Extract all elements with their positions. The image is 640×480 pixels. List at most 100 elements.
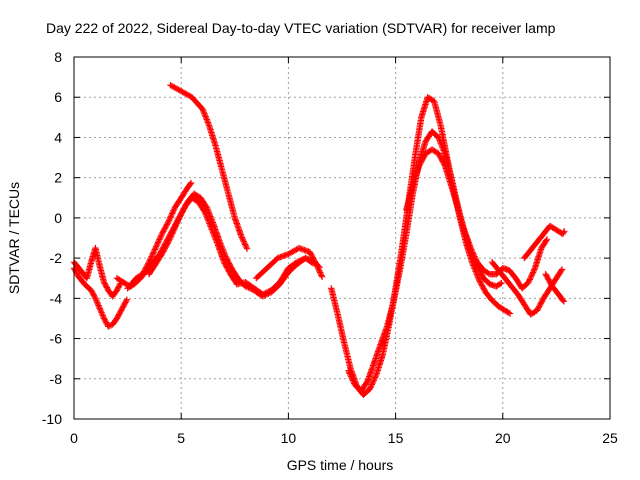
plus-marker [372, 372, 379, 380]
plus-marker [240, 238, 248, 245]
plus-marker [345, 367, 352, 374]
series-seg-i [345, 128, 505, 395]
plus-marker [153, 242, 160, 249]
plus-marker [97, 306, 104, 314]
plus-marker [238, 234, 246, 241]
plus-marker [169, 228, 177, 236]
plus-marker [527, 273, 535, 280]
plus-marker [98, 309, 105, 316]
plus-marker [106, 322, 113, 330]
plus-marker [94, 300, 102, 308]
y-tick-label: 0 [54, 210, 62, 226]
plus-marker [174, 219, 181, 226]
plus-marker [216, 238, 223, 246]
y-tick-label: -6 [50, 331, 63, 347]
plus-marker [438, 143, 446, 150]
plus-marker [167, 233, 175, 240]
plus-marker [439, 144, 446, 151]
plus-marker [560, 229, 567, 236]
plus-marker [167, 213, 175, 220]
plus-marker [435, 134, 442, 141]
plus-marker [467, 244, 474, 252]
plus-marker [201, 111, 209, 119]
plus-marker [187, 179, 195, 187]
plus-marker [169, 208, 177, 216]
plus-marker [168, 230, 176, 237]
plus-marker [366, 385, 374, 393]
plus-marker [260, 292, 268, 299]
plus-marker [201, 110, 208, 117]
plus-marker [369, 378, 377, 385]
series-seg-c [113, 179, 195, 290]
plus-marker [177, 212, 184, 219]
plus-marker [263, 291, 271, 298]
plus-marker [172, 223, 179, 230]
plus-marker [206, 211, 214, 219]
plus-marker [207, 214, 215, 222]
plus-marker [204, 119, 212, 126]
plus-marker [203, 204, 211, 212]
plus-marker [558, 266, 566, 273]
plus-marker [242, 283, 249, 290]
plus-marker [173, 220, 180, 227]
plus-marker [152, 244, 159, 252]
plus-marker [165, 237, 173, 244]
data-points [70, 81, 568, 399]
x-tick-label: 20 [495, 430, 511, 446]
plus-marker [259, 293, 266, 300]
plus-marker [98, 310, 106, 318]
plus-marker [468, 247, 476, 255]
plus-marker [221, 250, 228, 257]
x-tick-label: 15 [388, 430, 404, 446]
plus-marker [316, 267, 323, 275]
plus-marker [202, 113, 209, 120]
plus-marker [469, 249, 476, 256]
plus-marker [168, 231, 175, 239]
plus-marker [246, 285, 254, 292]
plus-marker [123, 296, 131, 303]
plus-marker [99, 312, 106, 319]
plus-marker [150, 247, 158, 255]
plus-marker [318, 272, 325, 279]
plus-marker [220, 247, 227, 254]
plus-marker [440, 147, 447, 154]
plus-marker [172, 221, 180, 229]
plus-marker [165, 238, 172, 246]
plus-marker [154, 240, 161, 248]
series-seg-e [145, 190, 317, 300]
plus-marker [438, 141, 445, 148]
plus-marker [529, 270, 536, 277]
plus-marker [265, 290, 272, 297]
plus-marker [506, 310, 514, 317]
y-tick-label: -4 [50, 290, 63, 306]
plus-marker [245, 284, 252, 291]
series-seg-g [253, 244, 326, 282]
plus-marker [527, 274, 534, 282]
plus-marker [167, 214, 174, 221]
plus-marker [470, 250, 477, 257]
plus-marker [219, 246, 226, 253]
plus-marker [243, 244, 250, 251]
plus-marker [530, 267, 537, 275]
plus-marker [221, 251, 229, 259]
plus-marker [312, 259, 319, 267]
plus-marker [94, 299, 101, 306]
plus-marker [315, 266, 323, 273]
plus-marker [471, 254, 479, 262]
plus-marker [151, 246, 159, 253]
plus-marker [346, 370, 353, 377]
plus-marker [199, 106, 206, 113]
plus-marker [239, 235, 246, 243]
plus-marker [345, 368, 353, 376]
plus-marker [248, 285, 255, 293]
plus-marker [349, 377, 357, 384]
plus-marker [468, 246, 475, 253]
y-tick-label: 4 [54, 129, 62, 145]
plus-marker [200, 107, 207, 114]
plus-marker [313, 262, 321, 269]
plus-marker [242, 242, 249, 250]
plus-marker [470, 251, 478, 259]
plus-marker [437, 140, 445, 147]
plus-marker [371, 374, 379, 381]
